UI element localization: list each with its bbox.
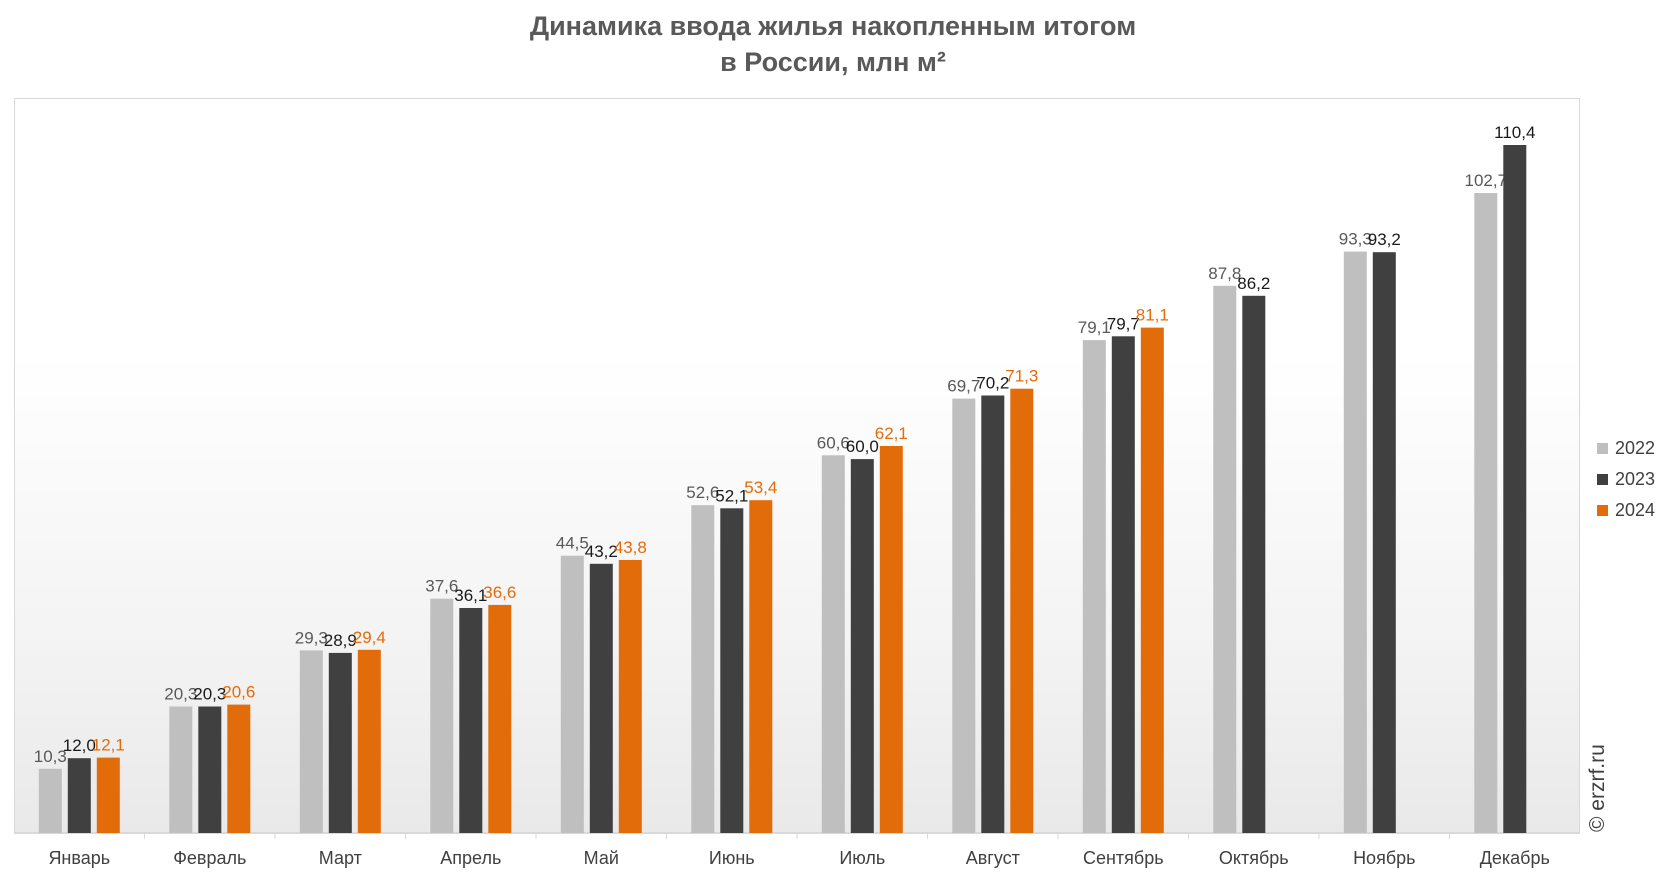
plot-area bbox=[14, 98, 1580, 833]
data-label-2022-2: 20,3 bbox=[164, 685, 197, 704]
x-tick-label: Апрель bbox=[440, 848, 501, 868]
legend-swatch bbox=[1597, 474, 1608, 485]
bar-2022-10 bbox=[1213, 285, 1237, 833]
x-tick-label: Июль bbox=[839, 848, 885, 868]
legend: 2022 2023 2024 bbox=[1597, 433, 1655, 526]
data-label-2022-5: 44,5 bbox=[556, 534, 589, 553]
data-label-2024-1: 12,1 bbox=[92, 736, 125, 755]
chart-title: Динамика ввода жилья накопленным итогом … bbox=[0, 8, 1666, 80]
x-tick-label: Октябрь bbox=[1219, 848, 1289, 868]
legend-label: 2024 bbox=[1615, 500, 1656, 520]
data-label-2023-8: 70,2 bbox=[976, 374, 1009, 393]
x-tick-label: Сентябрь bbox=[1083, 848, 1164, 868]
bar-2024-4 bbox=[488, 604, 512, 833]
bar-2023-4 bbox=[459, 608, 483, 833]
bar-2023-1 bbox=[67, 758, 91, 833]
data-label-2023-7: 60,0 bbox=[846, 437, 879, 456]
bar-2022-12 bbox=[1474, 193, 1498, 833]
data-label-2022-4: 37,6 bbox=[425, 577, 458, 596]
bar-2024-2 bbox=[227, 704, 251, 833]
bar-2023-12 bbox=[1503, 145, 1527, 833]
bar-2024-7 bbox=[879, 446, 903, 833]
data-label-2024-5: 43,8 bbox=[614, 538, 647, 557]
bar-2022-4 bbox=[430, 598, 454, 833]
data-label-2023-1: 12,0 bbox=[63, 736, 96, 755]
bar-2022-6 bbox=[691, 505, 715, 833]
x-tick-label: Февраль bbox=[173, 848, 246, 868]
data-label-2022-8: 69,7 bbox=[947, 377, 980, 396]
bar-2023-9 bbox=[1111, 336, 1135, 833]
x-tick-label: Август bbox=[966, 848, 1020, 868]
bar-2024-3 bbox=[357, 649, 381, 833]
data-label-2024-4: 36,6 bbox=[483, 583, 516, 602]
bar-2024-5 bbox=[618, 560, 642, 833]
data-label-2022-7: 60,6 bbox=[817, 433, 850, 452]
x-tick-label: Ноябрь bbox=[1353, 848, 1415, 868]
x-tick-label: Декабрь bbox=[1480, 848, 1550, 868]
bar-2024-8 bbox=[1010, 388, 1034, 833]
bar-2022-8 bbox=[952, 398, 976, 833]
bar-2023-11 bbox=[1372, 252, 1396, 833]
bar-2023-8 bbox=[981, 395, 1005, 833]
bar-2022-2 bbox=[169, 706, 193, 833]
data-label-2023-10: 86,2 bbox=[1237, 274, 1270, 293]
legend-label: 2022 bbox=[1615, 438, 1656, 458]
bar-2023-6 bbox=[720, 508, 744, 833]
legend-item-2024: 2024 bbox=[1597, 495, 1655, 526]
data-label-2024-6: 53,4 bbox=[744, 478, 777, 497]
legend-swatch bbox=[1597, 443, 1608, 454]
bar-2023-2 bbox=[198, 706, 222, 833]
data-label-2023-3: 28,9 bbox=[324, 631, 357, 650]
legend-item-2022: 2022 bbox=[1597, 433, 1655, 464]
data-label-2024-3: 29,4 bbox=[353, 628, 386, 647]
data-label-2023-6: 52,1 bbox=[715, 486, 748, 505]
data-label-2022-10: 87,8 bbox=[1208, 264, 1241, 283]
chart-title-line-1: Динамика ввода жилья накопленным итогом bbox=[529, 11, 1137, 41]
bar-2024-6 bbox=[749, 500, 773, 833]
data-label-2022-6: 52,6 bbox=[686, 483, 719, 502]
data-label-2022-1: 10,3 bbox=[34, 747, 67, 766]
data-label-2024-9: 81,1 bbox=[1136, 306, 1169, 325]
bar-2022-3 bbox=[299, 650, 323, 833]
bar-2024-1 bbox=[96, 757, 120, 833]
bar-2023-5 bbox=[589, 563, 613, 833]
bar-2022-1 bbox=[38, 768, 62, 833]
data-label-2023-2: 20,3 bbox=[193, 685, 226, 704]
data-label-2023-5: 43,2 bbox=[585, 542, 618, 561]
data-label-2024-7: 62,1 bbox=[875, 424, 908, 443]
data-label-2022-11: 93,3 bbox=[1339, 230, 1372, 249]
bar-2022-11 bbox=[1343, 251, 1367, 834]
bar-2022-9 bbox=[1082, 340, 1106, 833]
watermark: © erzrf.ru bbox=[1586, 744, 1609, 832]
bar-2023-7 bbox=[850, 459, 874, 833]
data-label-2022-3: 29,3 bbox=[295, 628, 328, 647]
data-label-2024-8: 71,3 bbox=[1005, 367, 1038, 386]
x-tick-label: Март bbox=[319, 848, 362, 868]
legend-label: 2023 bbox=[1615, 469, 1656, 489]
bar-2022-5 bbox=[560, 555, 584, 833]
data-label-2023-12: 110,4 bbox=[1494, 123, 1535, 142]
bar-2023-10 bbox=[1242, 295, 1266, 833]
chart-title-line-2: в России, млн м² bbox=[720, 47, 946, 77]
x-tick-label: Май bbox=[584, 848, 619, 868]
data-label-2023-9: 79,7 bbox=[1107, 314, 1140, 333]
x-tick-label: Июнь bbox=[709, 848, 755, 868]
bar-2023-3 bbox=[328, 652, 352, 833]
legend-item-2023: 2023 bbox=[1597, 464, 1655, 495]
data-label-2022-9: 79,1 bbox=[1078, 318, 1111, 337]
data-label-2023-11: 93,2 bbox=[1368, 230, 1401, 249]
bar-2022-7 bbox=[821, 455, 845, 833]
x-tick-label: Январь bbox=[48, 848, 110, 868]
bar-2024-9 bbox=[1140, 327, 1164, 833]
data-label-2023-4: 36,1 bbox=[454, 586, 487, 605]
data-label-2022-12: 102,7 bbox=[1465, 171, 1508, 190]
legend-swatch bbox=[1597, 505, 1608, 516]
data-label-2024-2: 20,6 bbox=[222, 683, 255, 702]
